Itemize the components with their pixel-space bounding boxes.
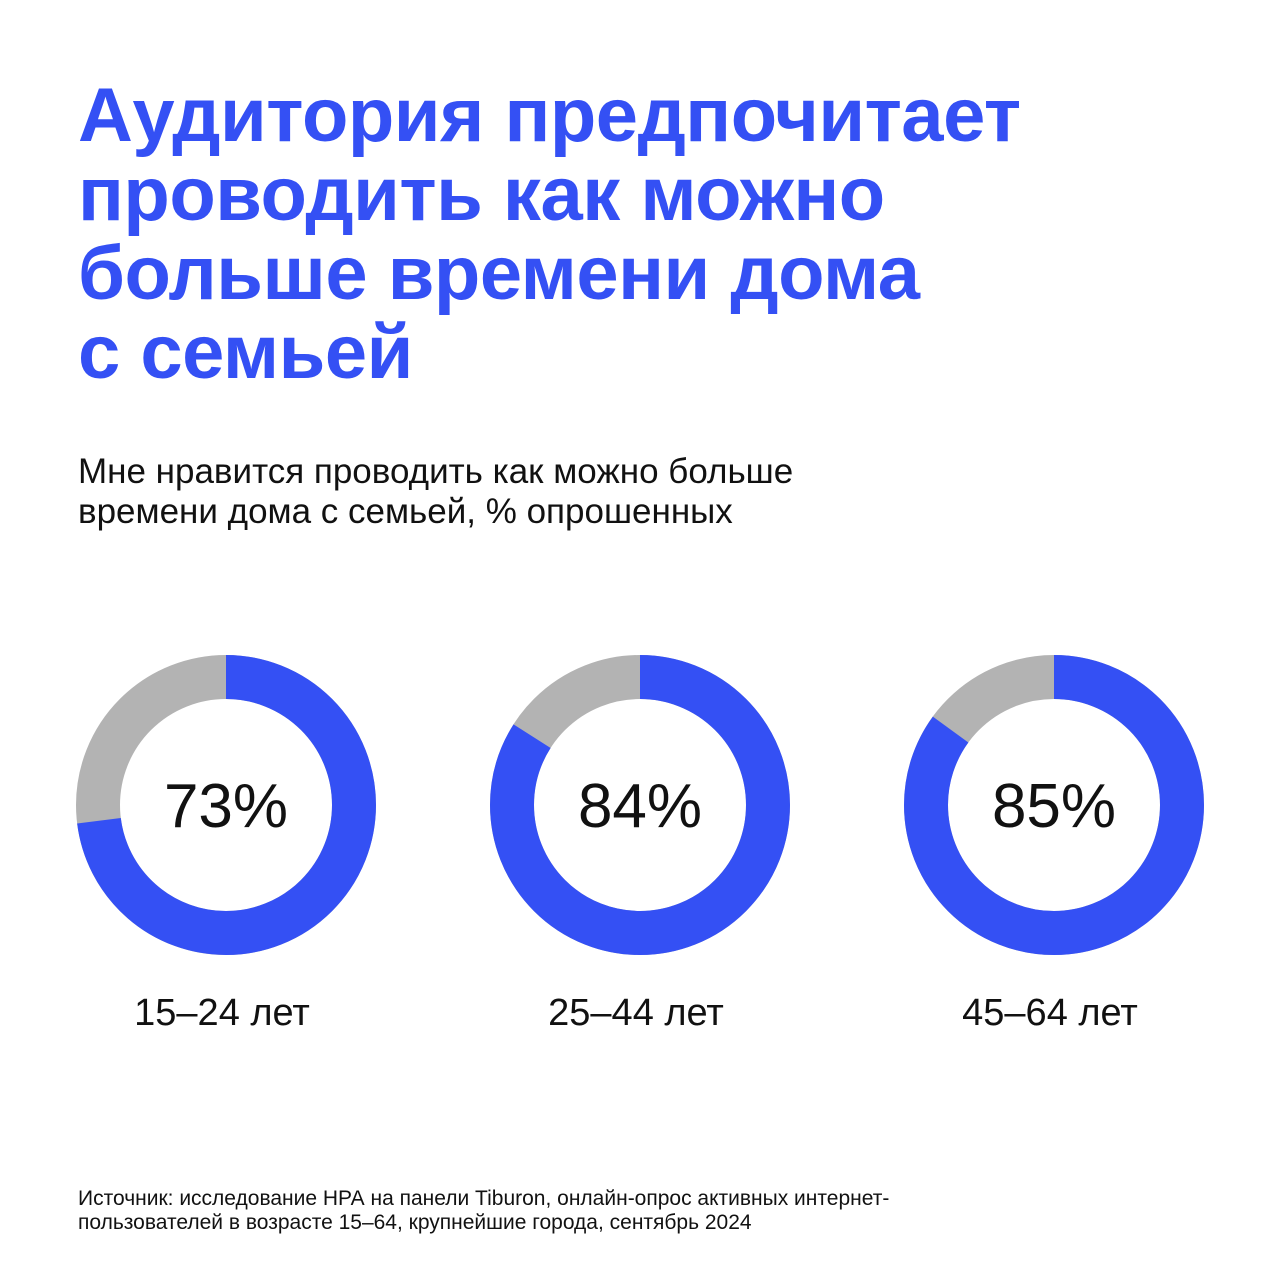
donut-value-arc [904, 655, 1204, 955]
page-title: Аудитория предпочитает проводить как мож… [78, 76, 1198, 392]
donut-1: 73% 15–24 лет [76, 655, 376, 1034]
source-line-1: Источник: исследование НРА на панели Tib… [78, 1187, 890, 1210]
age-group-label: 25–44 лет [548, 992, 724, 1034]
title-line-2: проводить как можно [78, 152, 885, 237]
source-line-2: пользователей в возрасте 15–64, крупнейш… [78, 1211, 752, 1234]
donut-value-arc [490, 655, 790, 955]
donut-value-arc [76, 655, 376, 955]
donut-percent-label: 73% [164, 772, 288, 841]
chart-subtitle: Мне нравится проводить как можно больше … [78, 452, 1078, 532]
donut-3: 85% 45–64 лет [904, 655, 1204, 1034]
title-line-1: Аудитория предпочитает [78, 73, 1021, 158]
source-note: Источник: исследование НРА на панели Tib… [78, 1187, 1198, 1235]
age-group-label: 45–64 лет [962, 992, 1138, 1034]
title-line-4: с семьей [78, 310, 413, 395]
donut-percent-label: 85% [992, 772, 1116, 841]
subtitle-line-1: Мне нравится проводить как можно больше [78, 452, 794, 491]
donut-2: 84% 25–44 лет [490, 655, 790, 1034]
age-group-label: 15–24 лет [134, 992, 310, 1034]
donut-percent-label: 84% [578, 772, 702, 841]
subtitle-line-2: времени дома с семьей, % опрошенных [78, 492, 733, 531]
title-line-3: больше времени дома [78, 231, 920, 316]
